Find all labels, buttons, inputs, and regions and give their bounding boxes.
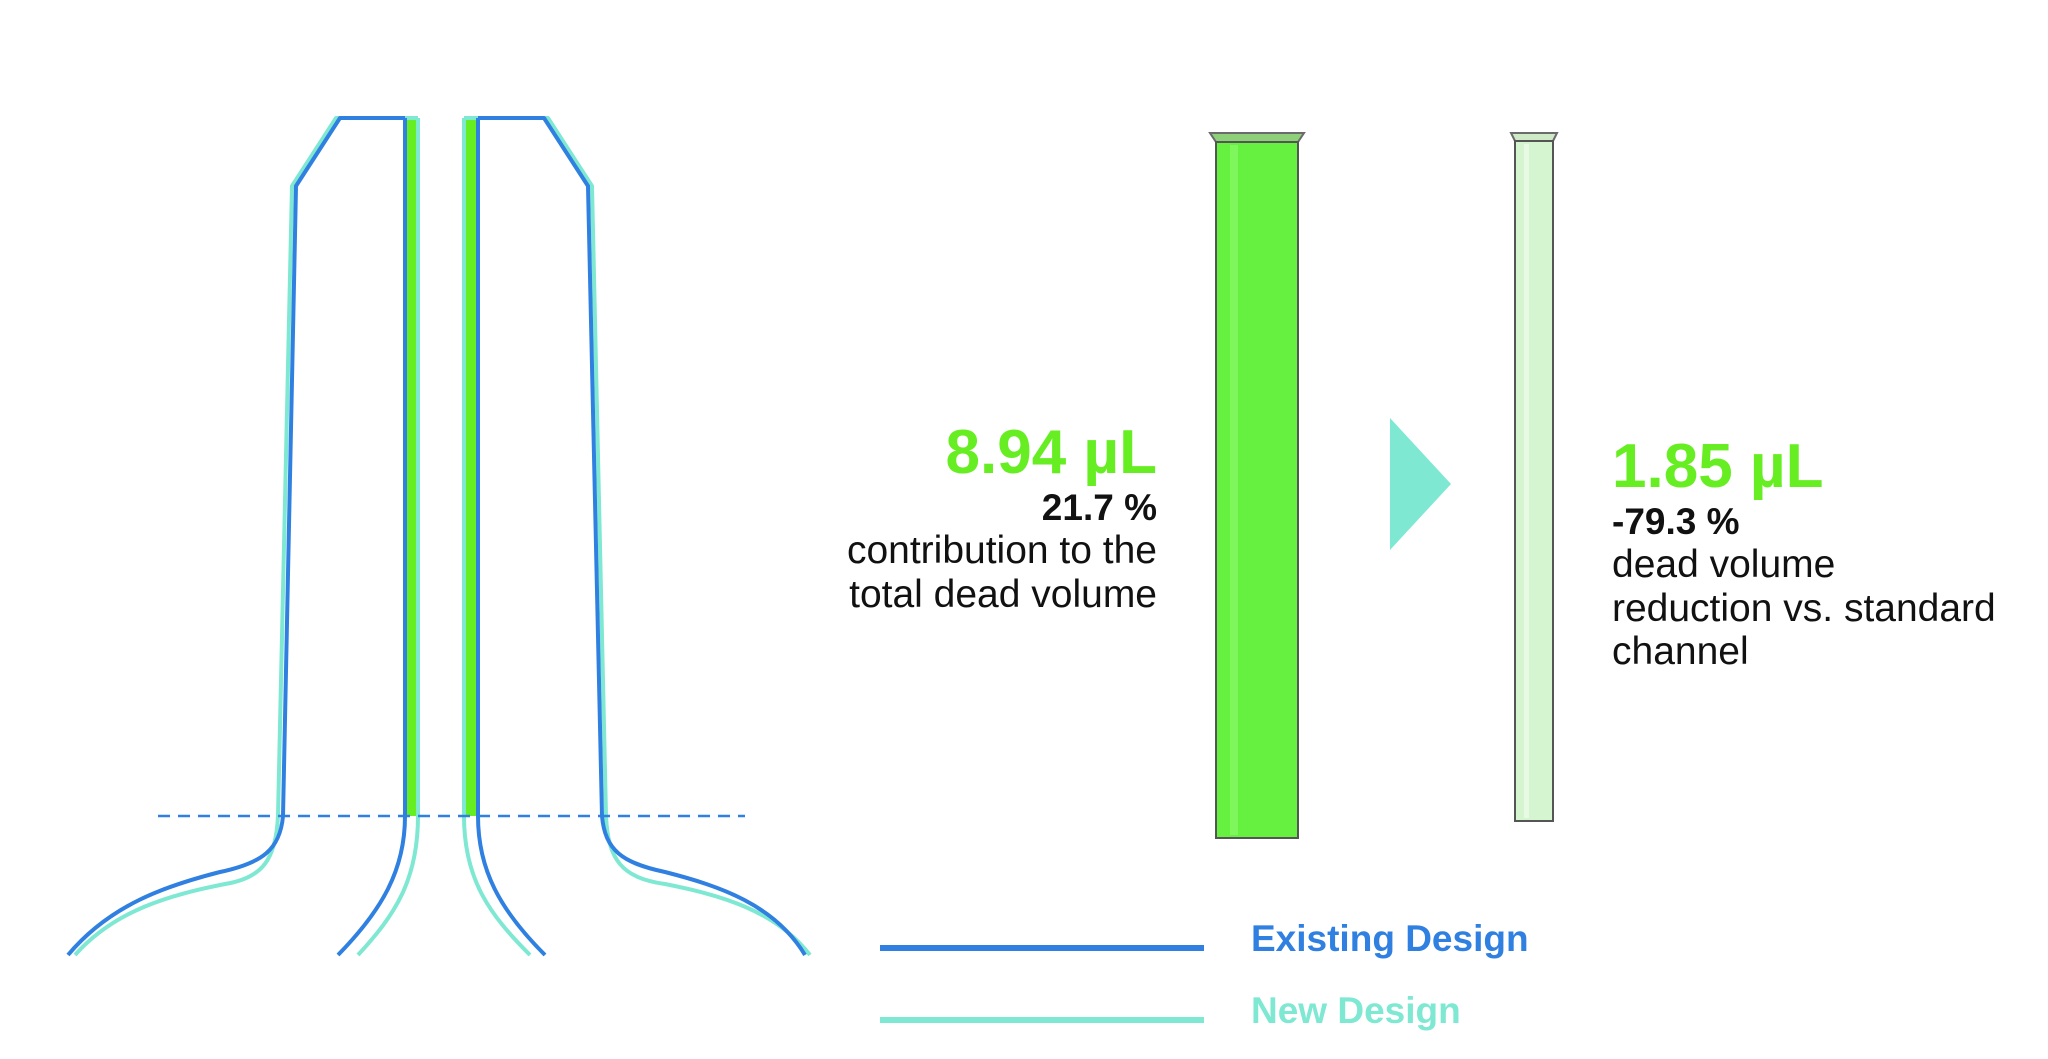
new-cylinder-cap xyxy=(1509,132,1559,142)
new-volume-description-line-1: dead volume xyxy=(1612,542,1836,586)
existing-volume-value: 8.94 µL xyxy=(945,418,1158,487)
new-inner-left-wall xyxy=(356,118,420,957)
channel-fill-right xyxy=(464,118,478,816)
nozzle-cross-section xyxy=(66,116,812,957)
reduction-arrow-icon xyxy=(1390,418,1451,550)
existing-volume-cylinder xyxy=(1208,132,1306,839)
new-volume-cylinder xyxy=(1509,132,1559,822)
existing-inner-left-wall xyxy=(336,118,407,957)
existing-volume-percent: 21.7 % xyxy=(1041,487,1157,529)
channel-fill-left xyxy=(405,118,418,816)
existing-volume-description-line-2: total dead volume xyxy=(849,572,1157,616)
existing-outer-left-wall xyxy=(66,116,405,957)
new-volume-percent: -79.3 % xyxy=(1612,501,1740,543)
legend-new-label: New Design xyxy=(1251,990,1461,1031)
existing-design-outline xyxy=(66,116,807,957)
new-volume-description-line-3: channel xyxy=(1612,630,1749,674)
legend-existing-label: Existing Design xyxy=(1251,918,1529,959)
existing-inner-right-wall xyxy=(476,118,547,957)
new-inner-right-wall xyxy=(462,118,532,957)
existing-volume-label: 8.94 µL 21.7 % contribution to the total… xyxy=(847,418,1157,616)
new-design-outline xyxy=(73,116,812,957)
new-outer-right-wall xyxy=(464,116,812,957)
existing-volume-description-line-1: contribution to the xyxy=(846,528,1157,572)
new-outer-left-wall xyxy=(73,116,418,957)
existing-cylinder-body xyxy=(1215,141,1299,839)
existing-outer-right-wall xyxy=(478,116,807,957)
existing-cylinder-cap xyxy=(1208,132,1306,143)
existing-cylinder-highlight xyxy=(1230,145,1238,835)
new-volume-label: 1.85 µL -79.3 % dead volume reduction vs… xyxy=(1612,432,1996,674)
new-cylinder-body xyxy=(1514,140,1554,822)
new-volume-value: 1.85 µL xyxy=(1612,432,1824,501)
new-volume-description-line-2: reduction vs. standard xyxy=(1612,586,1996,630)
new-cylinder-highlight xyxy=(1524,144,1529,818)
